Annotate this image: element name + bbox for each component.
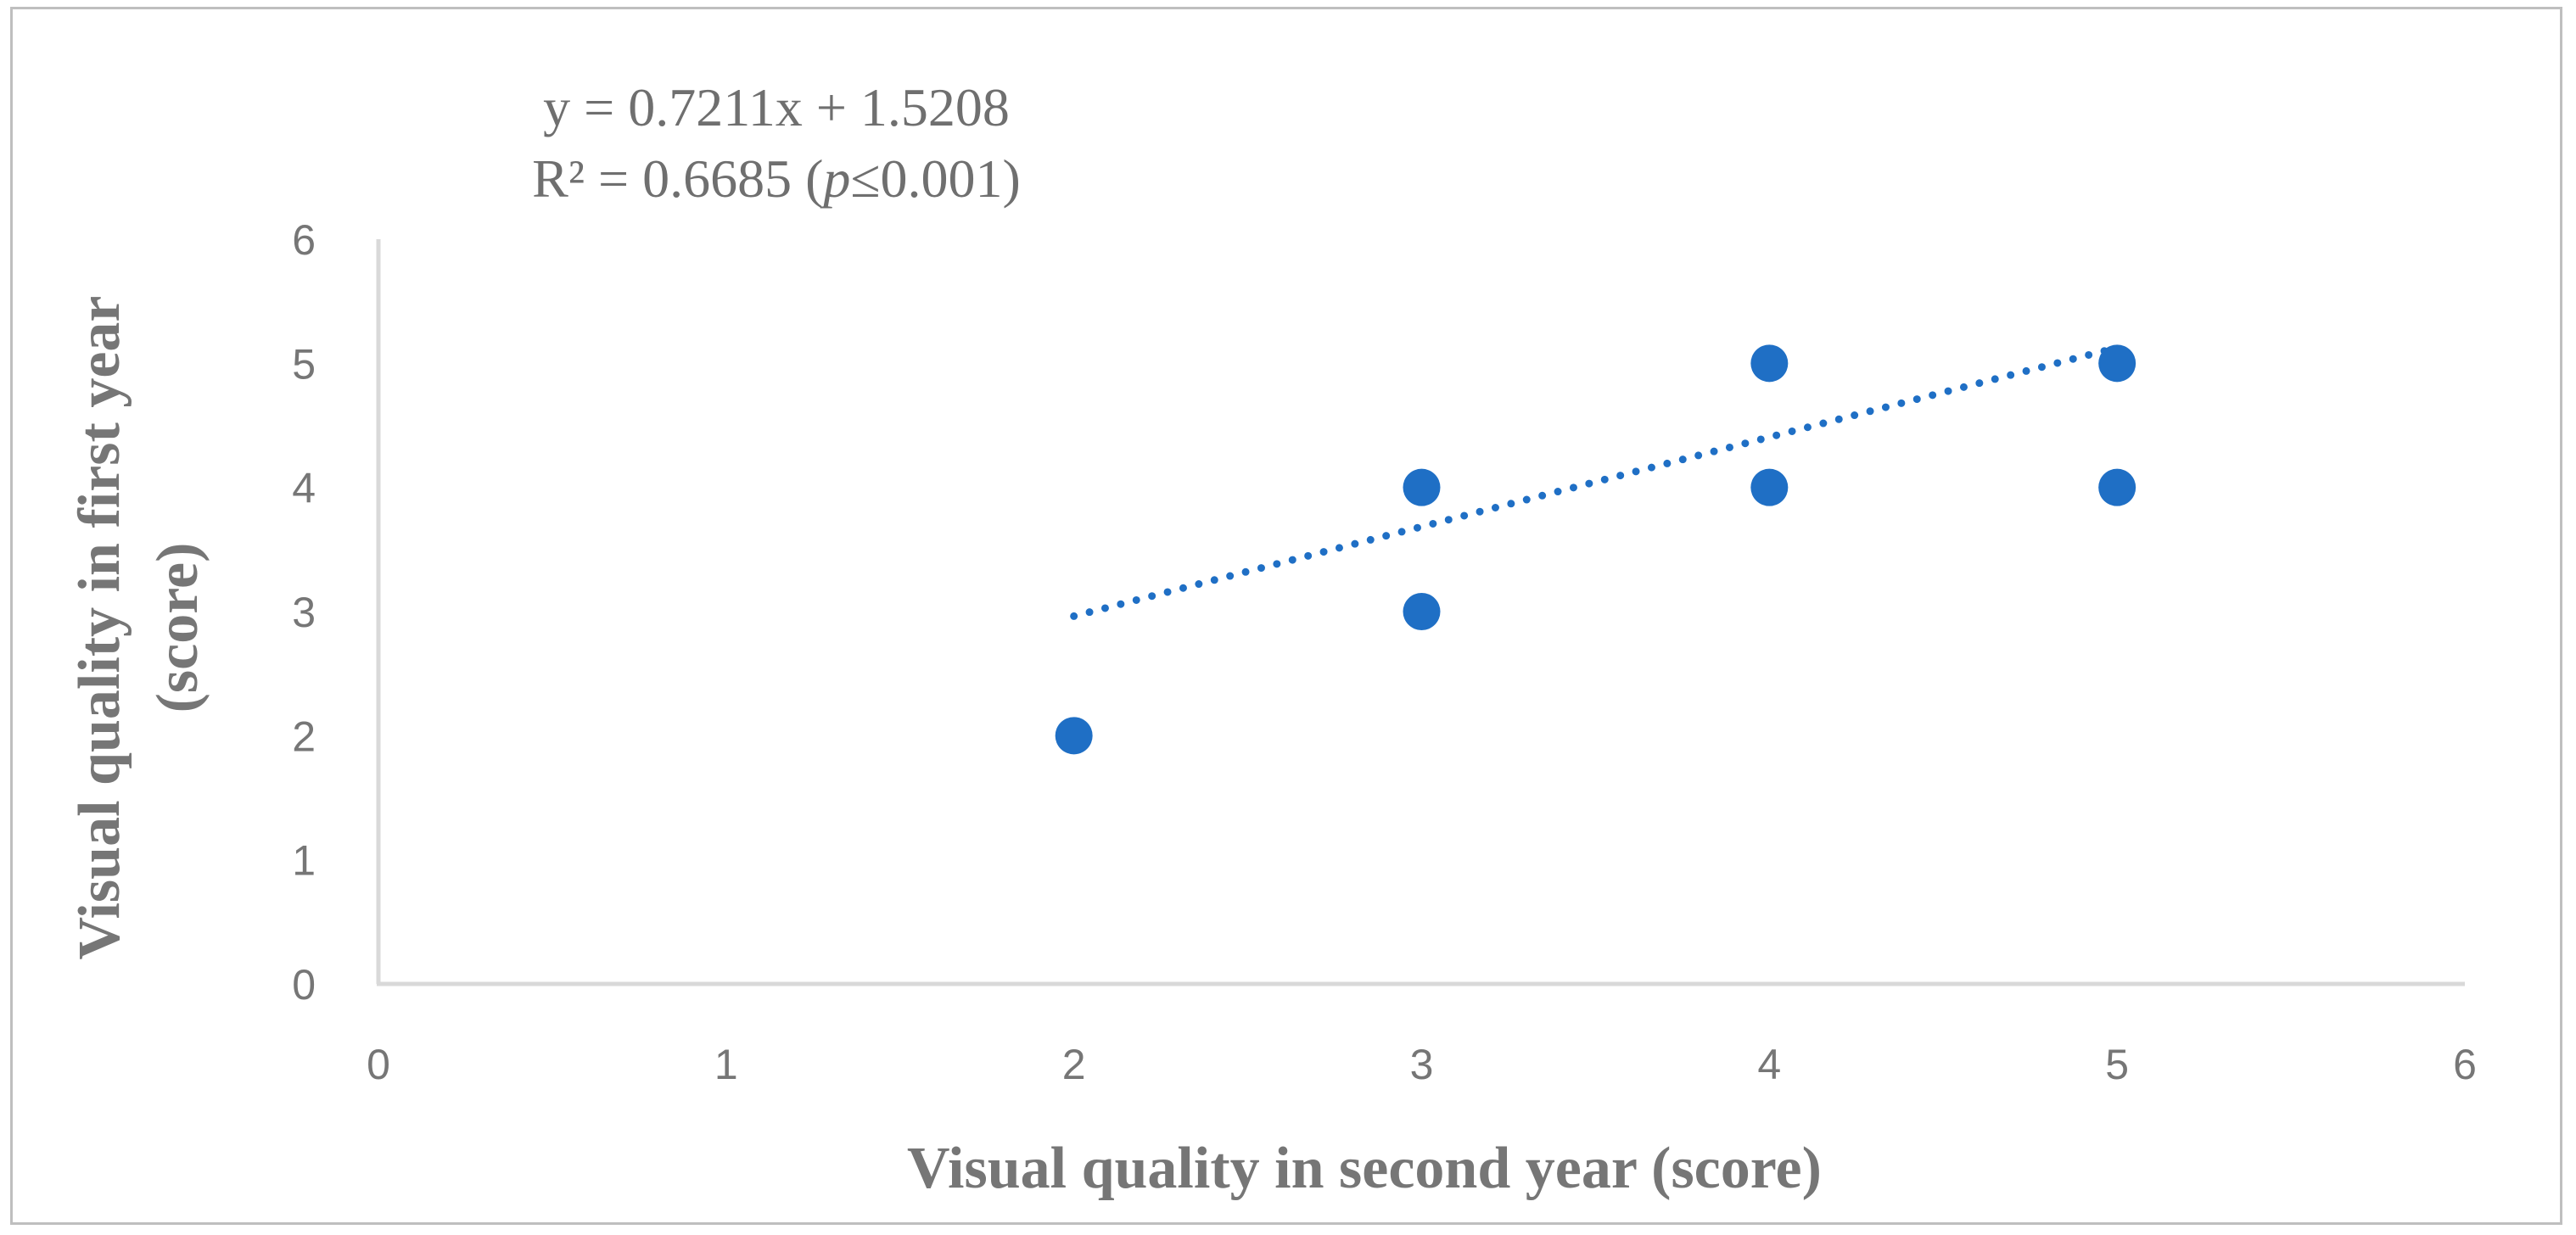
- x-tick-label: 3: [1410, 1041, 1434, 1088]
- data-point: [1403, 593, 1441, 630]
- y-tick-label: 4: [292, 465, 316, 512]
- chart-frame: [10, 7, 2562, 1225]
- trendline-equation: y = 0.7211x + 1.5208: [543, 77, 1010, 137]
- y-tick-label: 1: [292, 837, 316, 885]
- r-squared-prefix: R² = 0.6685 (: [532, 148, 823, 209]
- data-point: [2098, 468, 2136, 506]
- y-axis-title-line-1: Visual quality in first year: [67, 296, 132, 960]
- y-tick-label: 2: [292, 712, 316, 760]
- x-tick-label: 0: [367, 1041, 390, 1088]
- y-tick-label: 3: [292, 589, 316, 636]
- r-squared-suffix: ≤0.001): [850, 148, 1020, 209]
- axes: [376, 239, 2465, 986]
- x-tick-label: 6: [2453, 1041, 2477, 1088]
- x-tick-label: 4: [1757, 1041, 1781, 1088]
- y-axis-title: Visual quality in first year (score): [67, 296, 210, 960]
- trendline: [1070, 344, 2121, 620]
- data-point: [1750, 468, 1789, 506]
- y-tick-label: 0: [292, 961, 316, 1009]
- x-axis-title: Visual quality in second year (score): [907, 1136, 1822, 1201]
- tick-labels: 0 1 2 3 4 5 6 0 1 2 3 4 5 6: [292, 216, 2477, 1088]
- trendline-r-squared: R² = 0.6685 (p≤0.001): [532, 148, 1021, 209]
- data-points: [1055, 344, 2136, 755]
- x-tick-label: 5: [2105, 1041, 2129, 1088]
- y-axis-title-line-2: (score): [145, 543, 210, 713]
- data-point: [1403, 468, 1441, 506]
- x-tick-label: 2: [1062, 1041, 1086, 1088]
- data-point: [1055, 717, 1093, 755]
- y-tick-label: 6: [292, 216, 316, 264]
- data-point: [1750, 344, 1789, 383]
- y-tick-label: 5: [292, 340, 316, 388]
- data-point: [2098, 344, 2136, 383]
- trendline-layer: [1070, 344, 2121, 620]
- x-tick-label: 1: [714, 1041, 738, 1088]
- p-symbol: p: [820, 148, 850, 209]
